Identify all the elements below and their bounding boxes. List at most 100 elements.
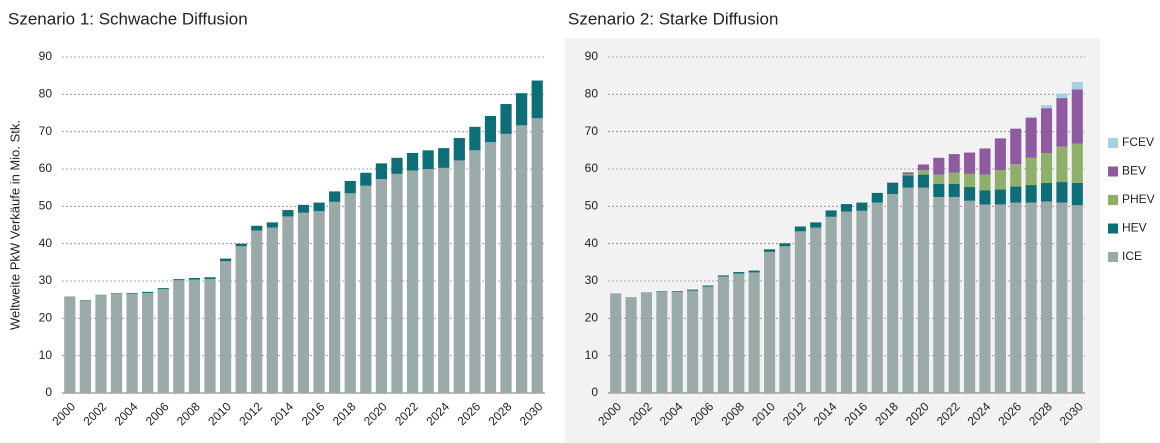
bar-segment (856, 210, 868, 393)
bar-segment (438, 148, 450, 168)
bar-segment (79, 300, 91, 393)
bar-segment (902, 187, 914, 393)
bar-segment (297, 212, 310, 393)
bar-segment (64, 297, 76, 393)
bar-segment (126, 293, 138, 393)
y-tick-label: 0 (591, 385, 598, 399)
bar-segment (360, 172, 372, 186)
bar-segment (702, 286, 714, 393)
bar-segment (1071, 143, 1083, 183)
bar-segment (871, 202, 883, 393)
bar-segment (1040, 152, 1053, 183)
legend-label: BEV (1122, 164, 1146, 178)
y-tick-label: 20 (585, 311, 599, 325)
bar-segment (516, 125, 528, 393)
bar-segment (375, 179, 388, 393)
bar-segment (1040, 201, 1053, 393)
bar-segment (219, 261, 232, 393)
bar-segment (979, 174, 991, 191)
bar-segment (917, 174, 929, 188)
bar-segment (610, 294, 622, 393)
bar-segment (313, 211, 325, 393)
bar-segment (173, 280, 185, 393)
legend-swatch (1108, 252, 1118, 262)
y-tick-label: 90 (585, 49, 599, 63)
bar-segment (142, 292, 154, 393)
bar-segment (902, 174, 914, 176)
bar-segment (640, 292, 653, 393)
bar-segment (933, 174, 945, 184)
y-tick-label: 60 (39, 161, 53, 175)
y-tick-label: 70 (585, 124, 599, 138)
bar-segment (902, 175, 914, 188)
bar-segment (1040, 182, 1053, 202)
bar-segment (188, 279, 201, 393)
bar-segment (748, 270, 760, 273)
bar-segment (717, 275, 729, 277)
bar-segment (453, 138, 465, 161)
bar-segment (656, 291, 668, 393)
bar-segment (917, 164, 929, 171)
bar-segment (95, 295, 107, 393)
bar-segment (1056, 98, 1068, 147)
bar-segment (282, 216, 294, 393)
bar-segment (810, 222, 822, 228)
bar-segment (157, 288, 169, 290)
y-tick-label: 40 (39, 236, 53, 250)
bar-segment (887, 194, 899, 393)
bar-segment (948, 154, 960, 173)
bar-segment (1010, 164, 1022, 187)
bar-segment (469, 150, 481, 393)
bar-segment (422, 150, 434, 169)
bar-segment (251, 225, 263, 231)
bar-segment (825, 210, 837, 217)
bar-segment (173, 279, 185, 281)
bar-segment (344, 193, 356, 393)
bar-segment (1025, 116, 1037, 118)
bar-segment (917, 187, 929, 393)
bar-segment (840, 211, 853, 393)
bar-segment (917, 170, 929, 175)
bar-segment (1071, 82, 1083, 90)
bar-segment (126, 292, 138, 294)
y-tick-label: 80 (39, 87, 53, 101)
bar-segment (810, 227, 822, 393)
bar-segment (484, 142, 497, 393)
bar-segment (794, 226, 806, 232)
bar-segment (1010, 186, 1022, 203)
bar-segment (1025, 117, 1037, 158)
bar-segment (764, 249, 776, 252)
bar-segment (994, 170, 1006, 190)
bar-segment (500, 133, 512, 393)
bar-segment (1040, 108, 1053, 153)
bar-segment (266, 227, 278, 393)
bar-segment (188, 278, 201, 280)
bar-segment (902, 172, 914, 175)
bar-segment (1056, 146, 1068, 183)
bar-segment (764, 251, 776, 393)
legend-label: PHEV (1122, 192, 1155, 206)
y-tick-label: 30 (585, 273, 599, 287)
y-tick-label: 50 (585, 199, 599, 213)
bar-segment (994, 138, 1006, 171)
bar-segment (733, 273, 745, 393)
y-tick-label: 10 (585, 348, 599, 362)
bar-segment (671, 291, 683, 393)
bar-segment (948, 183, 960, 197)
bar-segment (469, 126, 481, 151)
bar-segment (856, 202, 868, 211)
chart-title: Szenario 2: Starke Diffusion (568, 9, 778, 28)
bar-segment (266, 222, 278, 228)
bar-segment (406, 170, 419, 393)
bar-segment (933, 157, 945, 175)
bar-segment (375, 163, 388, 180)
bar-segment (887, 182, 899, 195)
y-axis-label: Weltweite PkW Verkäufe in Mio. Stk. (7, 120, 22, 330)
bar-segment (251, 230, 263, 393)
bar-segment (329, 191, 341, 202)
bar-segment (531, 118, 543, 393)
bar-segment (979, 204, 991, 393)
bar-segment (1010, 128, 1022, 165)
bar-segment (157, 289, 169, 393)
